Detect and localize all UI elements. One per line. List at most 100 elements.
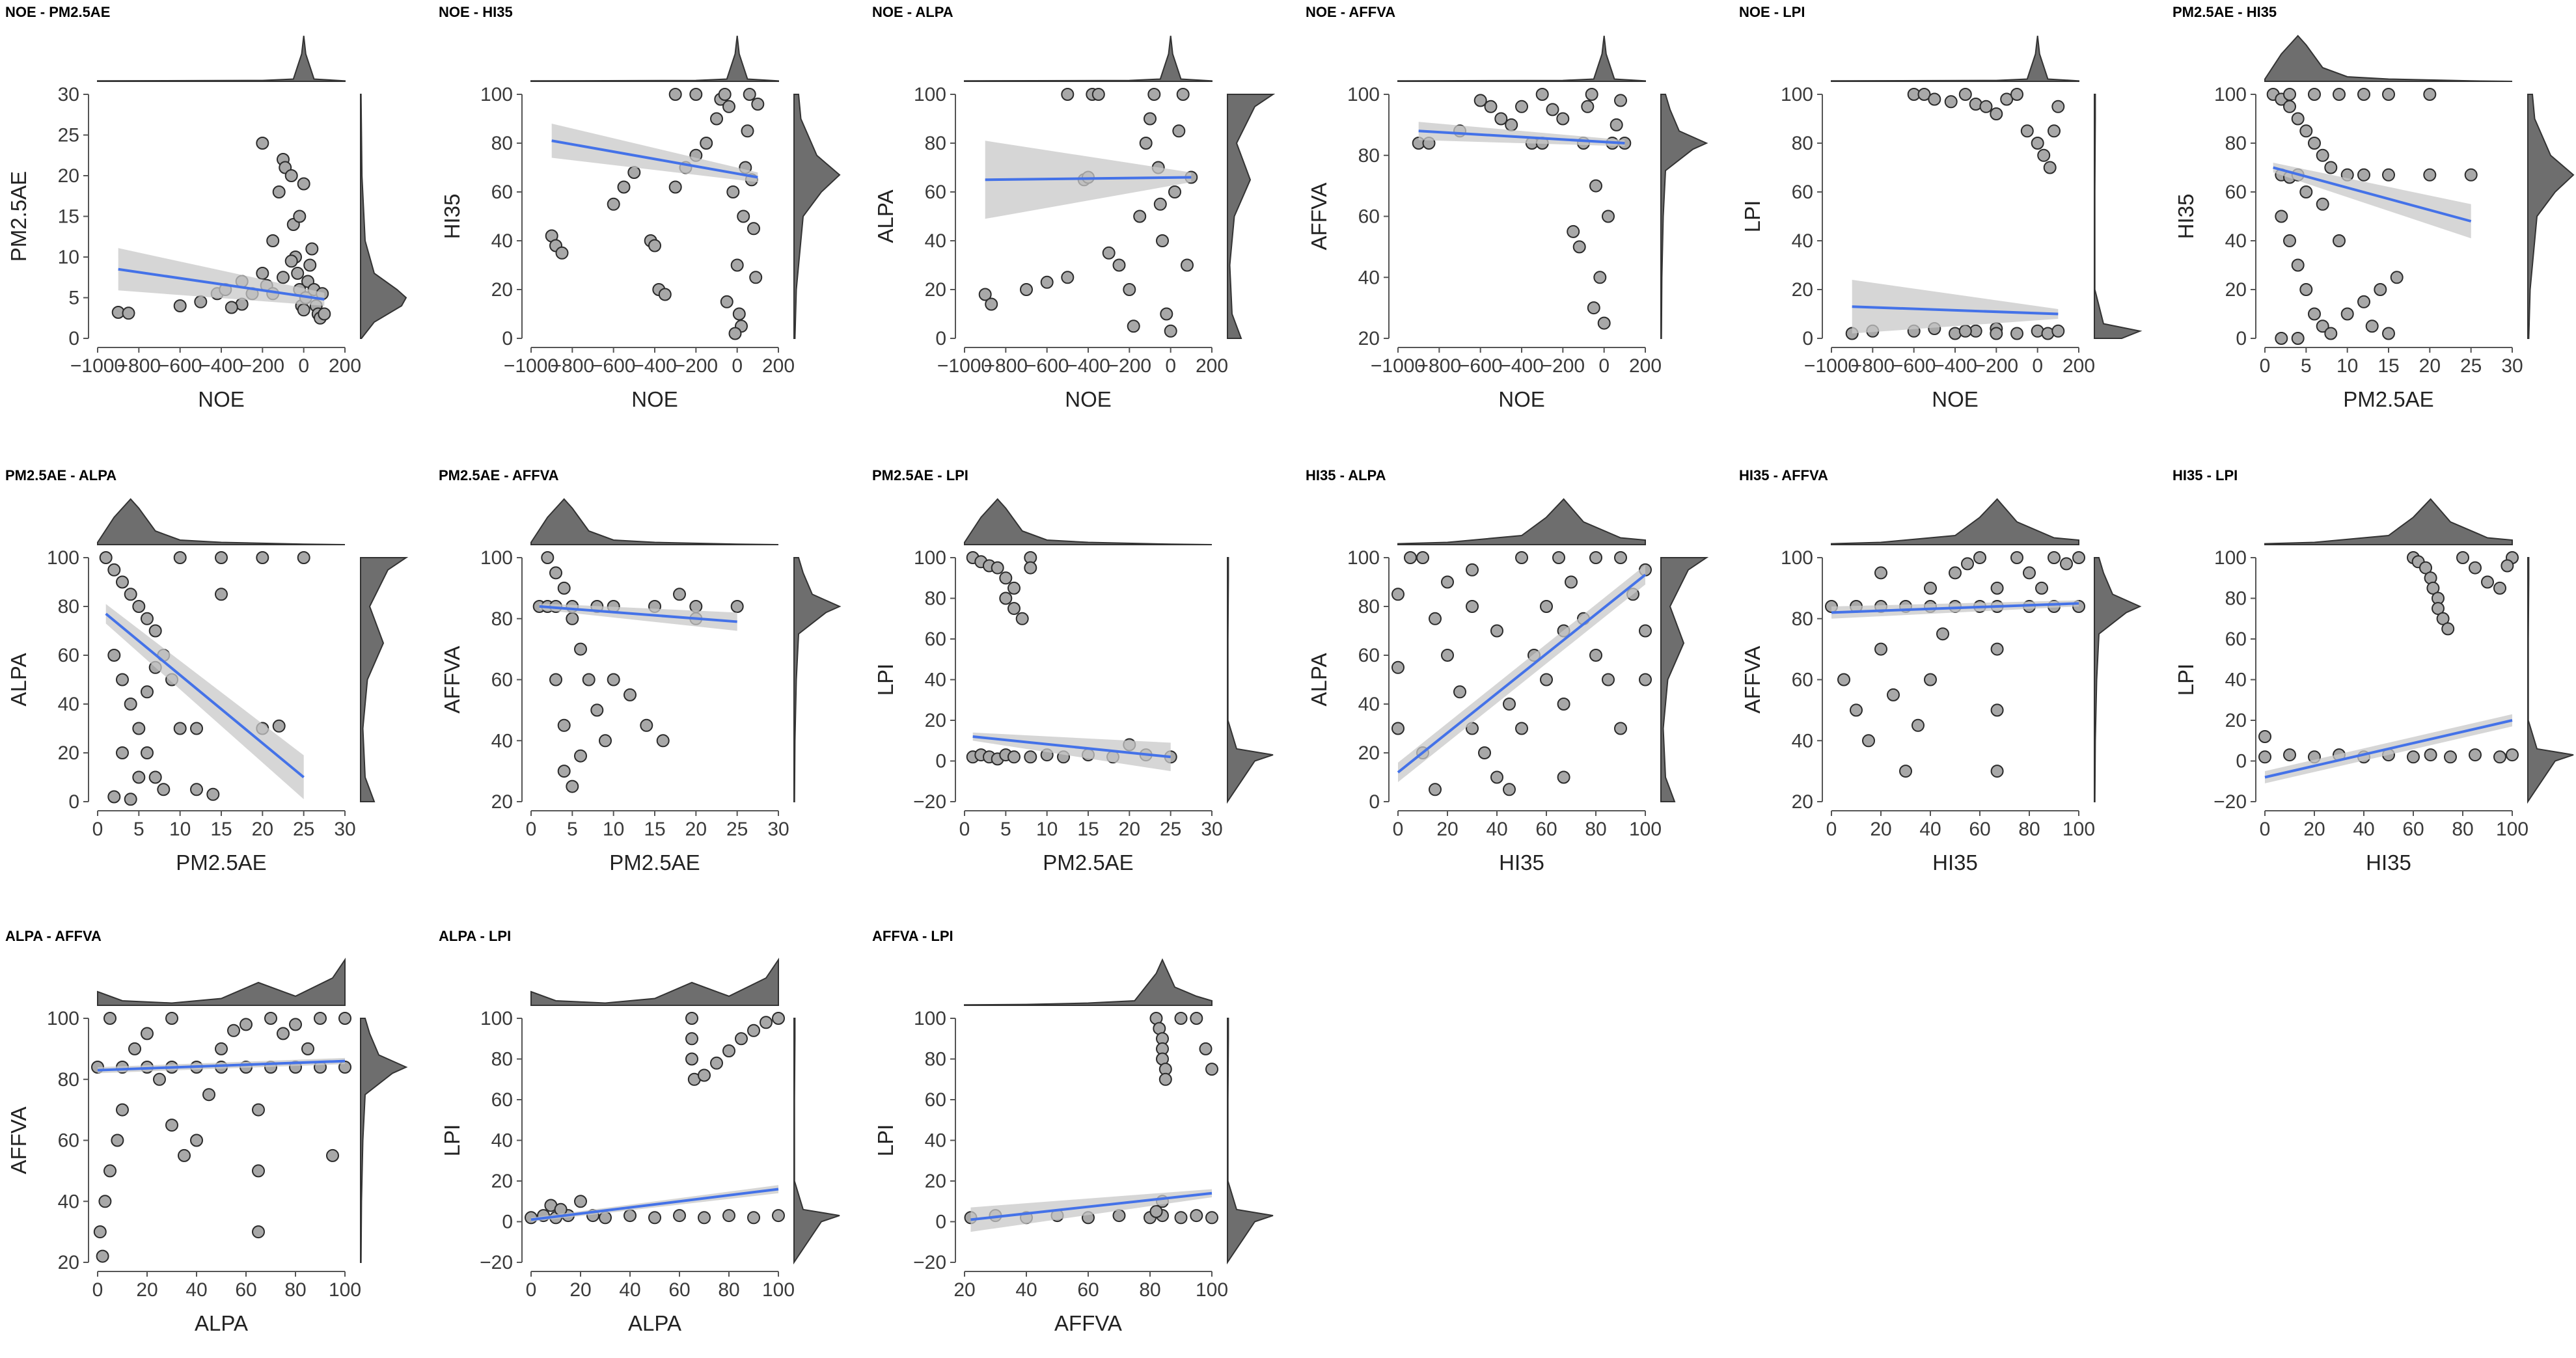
- y-tick-label: 20: [925, 1171, 946, 1192]
- scatter-point: [1174, 1012, 1188, 1025]
- scatter-point: [1924, 581, 1937, 595]
- scatter-point: [722, 100, 735, 113]
- panel-title: HI35 - LPI: [2172, 467, 2238, 483]
- regression-line: [1831, 602, 2079, 614]
- scatter-point: [1190, 1012, 1203, 1025]
- scatter-point: [1505, 118, 1518, 131]
- x-tick-label: −1000: [504, 355, 558, 377]
- x-tick-label: 40: [1015, 1279, 1037, 1301]
- scatter-point: [1020, 283, 1033, 296]
- scatter-point: [1156, 234, 1169, 247]
- x-tick-label: 80: [2018, 819, 2040, 840]
- y-tick-label: 100: [47, 1008, 79, 1029]
- panel-p10: HI35 - ALPA 0 20 40 60 80 100 0 20 40 60 80 100 HI35 A…: [1306, 467, 1709, 875]
- scatter-point: [1899, 765, 1912, 778]
- scatter-point: [107, 790, 121, 804]
- scatter-point: [1404, 551, 1417, 564]
- x-tick-label: 200: [1196, 355, 1228, 377]
- scatter-point: [2324, 161, 2338, 174]
- scatter-point: [256, 267, 269, 280]
- x-tick-label: 200: [1629, 355, 1662, 377]
- scatter-point: [668, 88, 682, 101]
- scatter-point: [1581, 100, 1595, 113]
- scatter-point: [93, 1225, 107, 1239]
- y-tick-label: 40: [2225, 230, 2247, 252]
- right-density: [1660, 557, 1709, 802]
- scatter-point: [128, 1042, 141, 1055]
- scatter-point: [1164, 324, 1177, 338]
- scatter-point: [256, 551, 269, 564]
- y-tick-label: 20: [58, 165, 79, 187]
- scatter-point: [617, 180, 631, 194]
- scatter-point: [1061, 271, 1075, 284]
- panel-title: PM2.5AE - LPI: [872, 467, 968, 483]
- x-tick-label: 0: [959, 819, 970, 840]
- panel-p6: PM2.5AE - HI35 0 20 40 60 80 100 0 5 10 15 20 25 30 PM…: [2172, 4, 2575, 411]
- y-tick-label: 80: [491, 608, 513, 630]
- scatter-point: [165, 1119, 178, 1132]
- scatter-point: [1391, 588, 1404, 601]
- scatter-point: [173, 722, 187, 735]
- y-tick-label: 100: [914, 1008, 946, 1029]
- y-tick-label: 80: [2225, 133, 2247, 154]
- scatter-point: [668, 180, 682, 194]
- scatter-point: [96, 1249, 109, 1263]
- scatter-point: [1391, 660, 1404, 674]
- scatter-point: [1602, 673, 1615, 686]
- scatter-point: [1565, 575, 1578, 589]
- scatter-point: [1153, 197, 1167, 211]
- scatter-point: [751, 98, 765, 111]
- y-tick-label: 60: [2225, 182, 2247, 203]
- scatter-point: [1602, 210, 1615, 223]
- scatter-point: [1589, 179, 1602, 193]
- scatter-point: [1837, 673, 1850, 686]
- x-tick-label: 0: [298, 355, 309, 377]
- scatter-point: [303, 258, 317, 272]
- scatter-point: [2481, 575, 2494, 589]
- x-tick-label: −800: [984, 355, 1028, 377]
- scatter-point: [640, 718, 653, 732]
- y-tick-label: 100: [47, 547, 79, 569]
- right-density: [2094, 94, 2143, 339]
- scatter-point: [165, 1012, 178, 1025]
- scatter-point: [737, 210, 750, 223]
- right-density: [1660, 94, 1708, 339]
- scatter-point: [1490, 770, 1503, 784]
- y-tick-label: 60: [1792, 670, 1813, 691]
- scatter-point: [749, 271, 763, 284]
- scatter-point: [730, 258, 744, 272]
- scatter-point: [1597, 316, 1611, 330]
- panel-p3: NOE - ALPA 0 20 40 60 80 100 −1000−800−600−400−…: [872, 4, 1276, 411]
- scatter-point: [698, 1211, 711, 1225]
- scatter-point: [2501, 559, 2514, 573]
- scatter-point: [2283, 748, 2296, 762]
- scatter-point: [297, 551, 310, 564]
- x-tick-label: 10: [2336, 355, 2358, 377]
- x-tick-label: 5: [2301, 355, 2312, 377]
- x-tick-label: −400: [1933, 355, 1977, 377]
- x-tick-label: 80: [284, 1279, 306, 1301]
- scatter-point: [2035, 581, 2048, 595]
- y-tick-label: 100: [1781, 547, 1813, 569]
- panel-title: PM2.5AE - HI35: [2172, 4, 2277, 20]
- scatter-point: [991, 561, 1004, 575]
- scatter-point: [215, 1042, 228, 1055]
- scatter-point: [1205, 1063, 1218, 1076]
- x-tick-label: 20: [569, 1279, 591, 1301]
- x-tick-label: 0: [92, 1279, 103, 1301]
- regression-line: [105, 612, 305, 779]
- y-tick-label: 0: [502, 1212, 513, 1233]
- scatter-point: [103, 1164, 116, 1178]
- scatter-point: [1503, 783, 1516, 796]
- x-tick-label: 200: [329, 355, 361, 377]
- top-density: [97, 498, 346, 545]
- scatter-point: [1850, 703, 1863, 717]
- scatter-point: [2365, 319, 2379, 333]
- x-tick-label: 25: [726, 819, 748, 840]
- x-tick-label: 60: [1077, 1279, 1099, 1301]
- scatter-point: [1441, 649, 1454, 662]
- scatter-point: [1610, 118, 1623, 131]
- y-axis-label: AFFVA: [1307, 183, 1331, 251]
- x-tick-label: −600: [1459, 355, 1503, 377]
- scatter-point: [1172, 124, 1186, 138]
